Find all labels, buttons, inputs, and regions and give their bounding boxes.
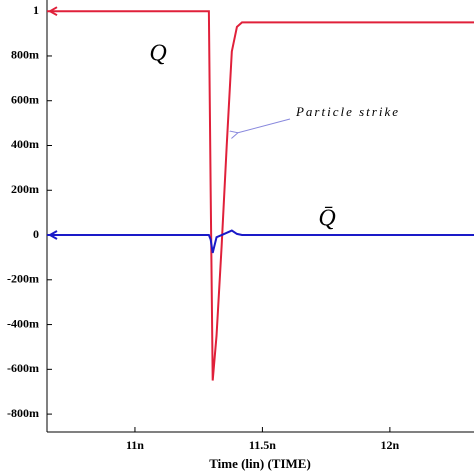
- series-label: Q: [149, 41, 166, 67]
- y-tick-label: -600m: [7, 361, 39, 375]
- x-axis-label: Time (lin) (TIME): [209, 456, 311, 471]
- y-tick-label: 400m: [11, 137, 39, 151]
- series-label: Q̄: [318, 206, 335, 232]
- y-tick-label: 200m: [11, 182, 39, 196]
- annotation: Particle strike: [295, 104, 400, 119]
- x-tick-label: 11.5n: [249, 438, 276, 452]
- y-tick-label: -800m: [7, 406, 39, 420]
- series-arrow: [47, 230, 58, 240]
- y-tick-label: 800m: [11, 48, 39, 62]
- x-tick-label: 12n: [381, 438, 400, 452]
- annotation-arrow: [237, 118, 291, 133]
- y-tick-label: -200m: [7, 272, 39, 286]
- y-tick-label: 600m: [11, 92, 39, 106]
- y-tick-label: -400m: [7, 316, 39, 330]
- x-tick-label: 11n: [126, 438, 144, 452]
- series-line: [47, 10, 474, 381]
- series-arrow: [47, 6, 58, 17]
- series-line: [47, 229, 474, 254]
- y-tick-label: 0: [33, 227, 39, 241]
- y-tick-label: 1: [33, 3, 39, 17]
